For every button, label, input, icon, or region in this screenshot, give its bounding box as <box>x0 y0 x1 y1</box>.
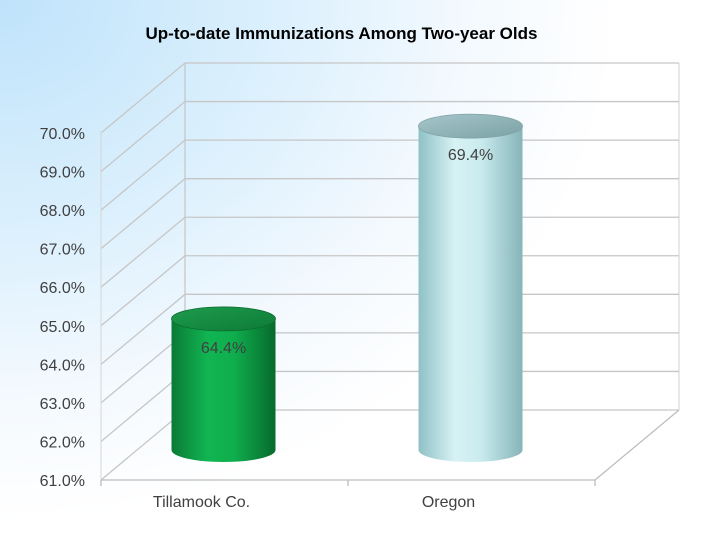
chart-title: Up-to-date Immunizations Among Two-year … <box>145 24 538 43</box>
x-axis: Tillamook Co. Oregon <box>100 480 596 511</box>
y-tick-label: 70.0% <box>40 126 85 143</box>
gridline <box>100 100 679 173</box>
y-tick-label: 61.0% <box>40 473 85 490</box>
x-category-label: Tillamook Co. <box>153 494 250 511</box>
bar: 64.4% <box>171 306 276 462</box>
y-tick-label: 62.0% <box>40 434 85 451</box>
bar-body <box>418 126 523 462</box>
y-tick-label: 65.0% <box>40 319 85 336</box>
bar-top <box>171 306 276 332</box>
y-tick-label: 63.0% <box>40 396 85 413</box>
bar-top <box>418 113 523 139</box>
y-tick-label: 66.0% <box>40 280 85 297</box>
bars: 64.4% 69.4% <box>171 113 523 462</box>
x-category-label: Oregon <box>422 494 475 511</box>
data-label: 64.4% <box>201 340 246 357</box>
bar: 69.4% <box>418 113 523 462</box>
data-label: 69.4% <box>448 147 493 164</box>
gridline <box>100 216 679 288</box>
gridline <box>100 62 679 134</box>
gridline <box>100 139 679 211</box>
gridline <box>100 178 679 250</box>
y-axis: 61.0% 62.0% 63.0% 64.0% 65.0% 66.0% 67.0% 68.0%… <box>40 126 85 490</box>
floor-right-edge <box>594 409 680 481</box>
bar-body <box>171 318 276 462</box>
y-tick-label: 67.0% <box>40 242 85 259</box>
y-tick-label: 69.0% <box>40 165 85 182</box>
y-tick-label: 68.0% <box>40 203 85 220</box>
y-tick-label: 64.0% <box>40 357 85 374</box>
